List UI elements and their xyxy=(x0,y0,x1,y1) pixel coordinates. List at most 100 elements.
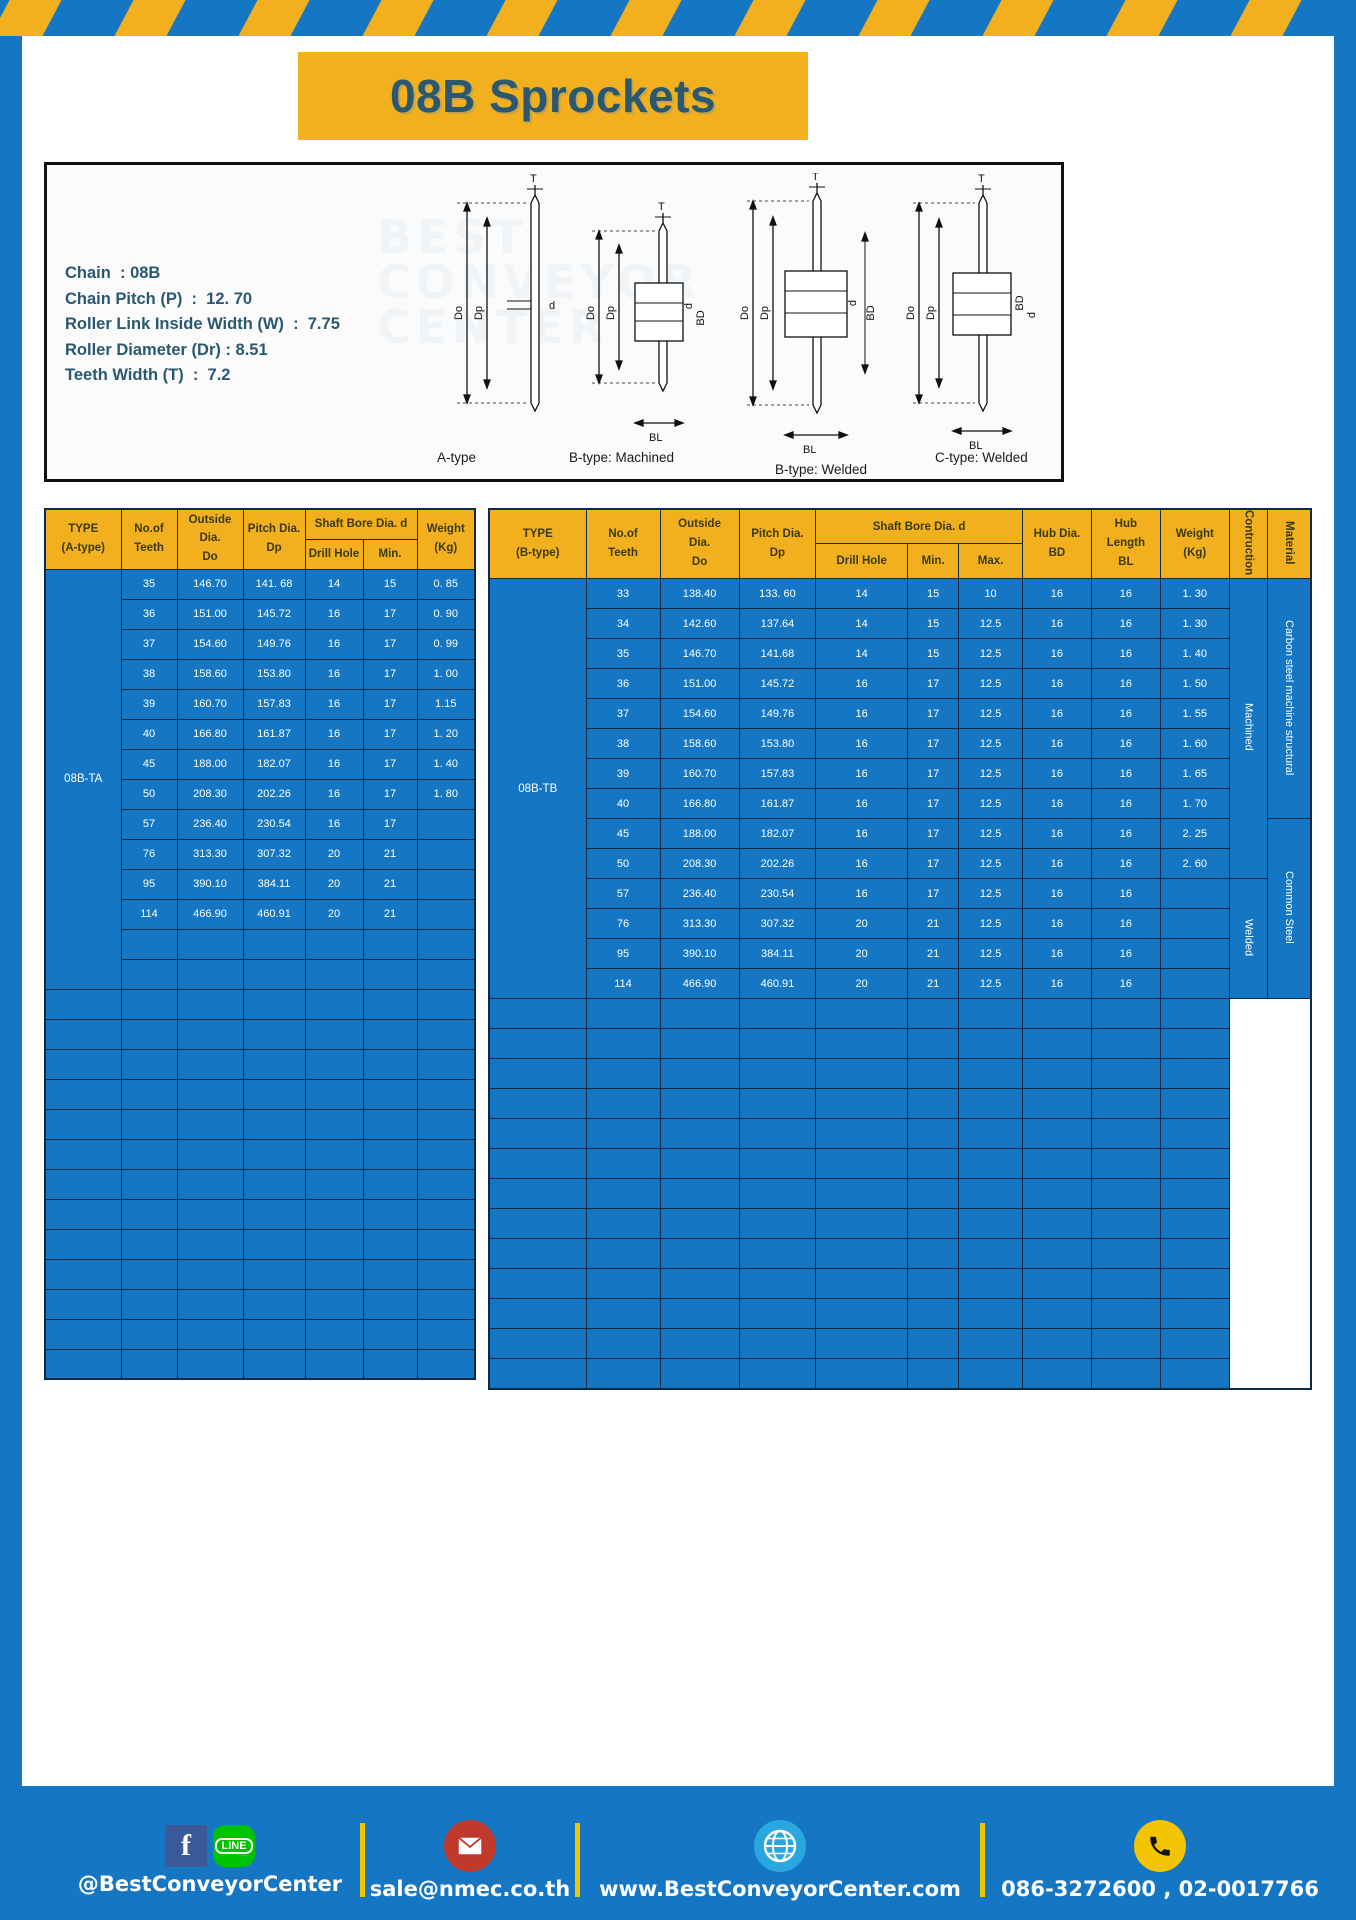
cell-empty xyxy=(659,1058,740,1090)
cell-dp: 133. 60 xyxy=(738,578,817,610)
cell-empty xyxy=(416,1018,476,1050)
cell-empty xyxy=(242,1168,306,1200)
cell-empty xyxy=(1159,1208,1230,1240)
cell-do: 146.70 xyxy=(659,638,740,670)
facebook-icon[interactable]: f xyxy=(165,1824,207,1867)
cell-empty xyxy=(958,1268,1023,1300)
cell-dp: 230.54 xyxy=(738,878,817,910)
cell-empty xyxy=(304,1318,364,1350)
footer-email[interactable]: sale@nmec.co.th xyxy=(365,1819,575,1901)
cell-empty xyxy=(304,1348,364,1380)
cell-dp: 202.26 xyxy=(242,778,306,810)
table-row: 50 208.30 202.26 16 17 1. 80 xyxy=(45,778,476,810)
cell-teeth: 38 xyxy=(120,658,178,690)
cell-dp xyxy=(242,958,306,990)
cell-teeth: 35 xyxy=(120,568,178,600)
table-row: 76 313.30 307.32 20 21 12.5 16 16 xyxy=(489,908,1311,940)
cell-empty xyxy=(1021,1238,1092,1270)
cell-empty xyxy=(176,1228,244,1260)
cell-empty xyxy=(1159,1358,1230,1390)
cell-w: 1.15 xyxy=(416,688,476,720)
cell-dp: 153.80 xyxy=(738,728,817,760)
cell-empty xyxy=(176,1078,244,1110)
cell-teeth: 40 xyxy=(585,788,661,820)
cell-empty xyxy=(176,1258,244,1290)
cell-max: 12.5 xyxy=(958,848,1023,880)
th-b-weight-main: Weight xyxy=(1175,527,1214,540)
cell-do: 142.60 xyxy=(659,608,740,640)
cell-empty xyxy=(738,1268,817,1300)
table-row-empty xyxy=(488,1028,1311,1060)
table-row: 08B-TA 35 146.70 141. 68 14 15 0. 85 xyxy=(44,568,476,990)
cell-empty xyxy=(815,1058,909,1090)
cell-teeth: 76 xyxy=(120,838,178,870)
cell-empty xyxy=(1090,1148,1161,1180)
cell-empty xyxy=(585,1058,661,1090)
table-row-empty xyxy=(488,1088,1311,1120)
line-icon[interactable]: LINE xyxy=(213,1824,255,1867)
footer-social[interactable]: f LINE @BestConveyorCenter xyxy=(60,1824,360,1896)
cell-min: 17 xyxy=(907,878,960,910)
cell-empty xyxy=(1090,1238,1161,1270)
footer-website[interactable]: www.BestConveyorCenter.com xyxy=(580,1819,980,1901)
cell-max: 12.5 xyxy=(958,878,1023,910)
cell-empty xyxy=(585,1148,661,1180)
th-a-teeth-main: No.of xyxy=(134,522,164,535)
cell-empty xyxy=(1159,1088,1230,1120)
th-b-hub-dia-main: Hub Dia. xyxy=(1033,527,1081,540)
cell-teeth: 34 xyxy=(585,608,661,640)
cell-dp: 149.76 xyxy=(242,628,306,660)
spec-line-roller-diameter: Roller Diameter (Dr) : 8.51 xyxy=(65,340,268,359)
cell-w: 0. 85 xyxy=(416,568,476,600)
footer-phone[interactable]: 086-3272600 , 02-0017766 xyxy=(985,1819,1335,1901)
table-row: 39 160.70 157.83 16 17 12.5 16 16 1. 65 xyxy=(489,758,1311,790)
cell-empty xyxy=(488,1028,587,1060)
cell-material-carbon-label: Carbon steel machine structural xyxy=(1283,619,1295,775)
table-row: 50 208.30 202.26 16 17 12.5 16 16 2. 60 xyxy=(489,848,1311,880)
cell-empty xyxy=(242,1078,306,1110)
phone-icon[interactable] xyxy=(1134,1819,1186,1872)
th-b-weight: Weight (Kg) xyxy=(1159,508,1230,580)
cell-w: 1. 40 xyxy=(416,748,476,780)
cell-w xyxy=(416,838,476,870)
cell-drill: 20 xyxy=(304,868,364,900)
cell-w: 1. 80 xyxy=(416,778,476,810)
cell-do: 138.40 xyxy=(659,578,740,610)
cell-empty xyxy=(304,1108,364,1140)
th-a-type: TYPE (A-type) xyxy=(44,508,122,570)
cell-bl: 16 xyxy=(1090,908,1161,940)
cell-empty xyxy=(738,1328,817,1360)
cell-empty xyxy=(362,1048,418,1080)
th-a-od-main: Outside xyxy=(188,513,232,526)
cell-drill: 20 xyxy=(815,908,909,940)
th-b-hub-len-main: Hub xyxy=(1114,518,1138,531)
email-icon[interactable] xyxy=(444,1819,496,1872)
footer-divider-2 xyxy=(575,1823,580,1897)
th-b-max: Max. xyxy=(958,543,1023,580)
th-b-hub-length: Hub Length BL xyxy=(1090,508,1161,580)
table-row-empty xyxy=(488,1238,1311,1270)
table-row-empty xyxy=(488,998,1311,1030)
cell-empty xyxy=(907,1118,960,1150)
globe-icon[interactable] xyxy=(754,1819,806,1872)
cell-min: 17 xyxy=(907,758,960,790)
cell-teeth: 37 xyxy=(585,698,661,730)
cell-bl: 16 xyxy=(1090,578,1161,610)
cell-empty xyxy=(488,1058,587,1090)
cell-max: 12.5 xyxy=(958,968,1023,1000)
cell-do xyxy=(176,928,244,960)
cell-dp: 153.80 xyxy=(242,658,306,690)
cell-empty xyxy=(1021,1118,1092,1150)
cell-empty xyxy=(242,1138,306,1170)
cell-min: 17 xyxy=(907,848,960,880)
cell-empty xyxy=(176,1168,244,1200)
cell-empty xyxy=(304,1138,364,1170)
th-a-pitch-dia: Pitch Dia. Dp xyxy=(242,508,306,570)
cell-empty xyxy=(585,998,661,1030)
cell-teeth xyxy=(120,928,178,960)
cell-empty xyxy=(242,1048,306,1080)
table-row: 39 160.70 157.83 16 17 1.15 xyxy=(45,688,476,720)
th-a-od-sub1: Dia. xyxy=(199,532,221,545)
th-b-teeth-sub: Teeth xyxy=(608,546,638,559)
cell-empty xyxy=(44,1108,122,1140)
